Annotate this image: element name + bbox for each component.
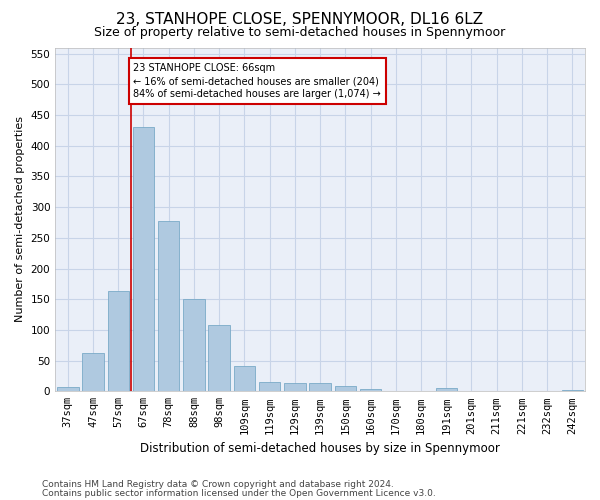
Text: Size of property relative to semi-detached houses in Spennymoor: Size of property relative to semi-detach…	[94, 26, 506, 39]
Bar	[284, 382, 305, 392]
Bar	[57, 387, 79, 392]
Bar	[82, 352, 104, 392]
Bar	[233, 366, 255, 392]
Text: Contains HM Land Registry data © Crown copyright and database right 2024.: Contains HM Land Registry data © Crown c…	[42, 480, 394, 489]
Bar	[410, 390, 432, 392]
Bar	[436, 388, 457, 392]
Bar	[335, 386, 356, 392]
Bar	[562, 390, 583, 392]
Bar	[360, 389, 381, 392]
X-axis label: Distribution of semi-detached houses by size in Spennymoor: Distribution of semi-detached houses by …	[140, 442, 500, 455]
Bar	[259, 382, 280, 392]
Text: Contains public sector information licensed under the Open Government Licence v3: Contains public sector information licen…	[42, 488, 436, 498]
Text: 23 STANHOPE CLOSE: 66sqm
← 16% of semi-detached houses are smaller (204)
84% of : 23 STANHOPE CLOSE: 66sqm ← 16% of semi-d…	[133, 63, 381, 99]
Y-axis label: Number of semi-detached properties: Number of semi-detached properties	[15, 116, 25, 322]
Bar	[158, 220, 179, 392]
Bar	[133, 128, 154, 392]
Bar	[208, 325, 230, 392]
Bar	[183, 299, 205, 392]
Bar	[310, 382, 331, 392]
Bar	[461, 390, 482, 392]
Bar	[385, 390, 406, 392]
Text: 23, STANHOPE CLOSE, SPENNYMOOR, DL16 6LZ: 23, STANHOPE CLOSE, SPENNYMOOR, DL16 6LZ	[116, 12, 484, 28]
Bar	[107, 291, 129, 392]
